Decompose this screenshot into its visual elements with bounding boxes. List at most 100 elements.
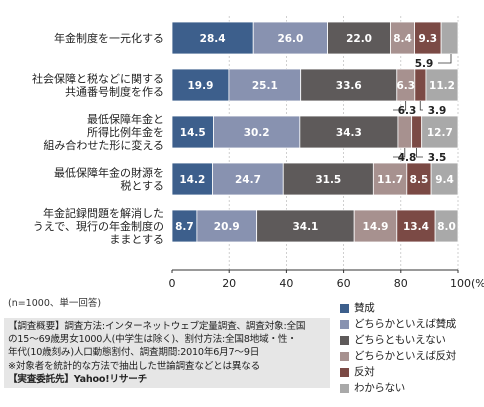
bar-segment: [256, 209, 355, 243]
data-label: 30.2: [244, 127, 270, 139]
data-label: 14.9: [363, 221, 389, 233]
callout-line: [419, 101, 423, 111]
bar-segment: [372, 162, 408, 196]
data-label: 12.7: [427, 127, 453, 139]
bar-segment: [353, 209, 398, 243]
data-label: 14.2: [179, 174, 205, 186]
stacked-bar-chart: 28.4 26.0 22.0 8.4 9.3 年金制度を一元化する 19.9 25.1 33.6…: [32, 16, 484, 290]
category-label: うえで、現行の年金制度の: [33, 219, 164, 233]
data-label: 8.5: [410, 174, 429, 186]
data-label: 8.7: [175, 221, 194, 233]
bar-segment: [213, 115, 301, 149]
legend-swatch: [340, 335, 349, 345]
legend-label: 賛成: [354, 302, 375, 314]
data-label: 13.4: [403, 221, 429, 233]
category-label: 社会保障と税などに関する: [32, 72, 164, 86]
legend-swatch: [340, 303, 349, 313]
category-label: ままとする: [109, 233, 164, 246]
notes-line-2: の15～69歳男女1000人(中学生は除く)、割付方法:全国8地域・性・: [8, 334, 297, 346]
bar-segment: [252, 21, 328, 55]
bar-segment: [397, 115, 413, 149]
bar-segment: [228, 68, 302, 102]
data-label: 11.2: [429, 80, 455, 92]
bar-segment: [299, 115, 399, 149]
notes-line-4: ※対象者を統計的な方法で抽出した世論調査などとは異なる: [8, 360, 261, 372]
legend: 賛成 どちらかといえば賛成 どちらともいえない どちらかといえば反対 反対 わからない: [340, 300, 484, 396]
data-label: 8.4: [393, 33, 412, 45]
notes-line-3: 年代(10歳刻み)人口動態割付、調査期間:2010年6月7～9日: [8, 347, 260, 359]
bar-segment: [440, 21, 459, 55]
data-label: 33.6: [336, 80, 362, 92]
bar-segment: [212, 162, 284, 196]
notes-line-1: 【調査概要】調査方法:インターネットウェブ定量調査、調査対象:全国: [8, 321, 306, 332]
bar-segment: [406, 162, 432, 196]
data-label: 8.0: [437, 221, 456, 233]
legend-item: どちらかといえば賛成: [340, 316, 484, 332]
data-label: 9.3: [419, 33, 438, 45]
data-label: 20.9: [214, 221, 240, 233]
category-label: 税とする: [120, 179, 164, 193]
callout-line: [393, 148, 406, 158]
legend-swatch: [340, 383, 349, 393]
category-label: 所得比例年金を: [87, 125, 164, 139]
data-label: 6.3: [397, 80, 416, 92]
x-tick-label: 0: [169, 277, 176, 290]
data-label: 31.5: [315, 174, 341, 186]
survey-notes: 【調査概要】調査方法:インターネットウェブ定量調査、調査対象:全国 の15～69…: [4, 318, 330, 389]
callout-line: [393, 101, 407, 111]
category-label: 最低保障年金と: [87, 112, 164, 126]
data-label: 24.7: [235, 174, 261, 186]
callout-line: [416, 148, 423, 158]
data-label: 34.3: [336, 127, 362, 139]
bar-segment: [171, 162, 214, 196]
x-tick-label: 100(%): [450, 277, 484, 290]
legend-label: わからない: [354, 382, 405, 394]
callout-label: 3.9: [428, 105, 447, 117]
x-tick-label: 80: [394, 277, 408, 290]
x-tick-label: 60: [337, 277, 351, 290]
bar-segment: [421, 115, 459, 149]
legend-label: どちらともいえない: [354, 334, 446, 346]
data-label: 25.1: [252, 80, 278, 92]
bar-segment: [414, 21, 442, 55]
bar-segment: [430, 162, 459, 196]
bar-segment: [414, 68, 427, 102]
data-label: 11.7: [377, 174, 403, 186]
category-label: 年金記録問題を解消した: [43, 206, 164, 220]
x-tick-label: 40: [279, 277, 293, 290]
bar-segment: [171, 21, 254, 55]
legend-item: どちらかといえば反対: [340, 348, 484, 364]
callout-line: [438, 54, 452, 64]
legend-swatch: [340, 367, 349, 377]
legend-label: どちらかといえば反対: [354, 350, 456, 362]
data-label: 22.0: [346, 33, 372, 45]
legend-swatch: [340, 319, 349, 329]
callout-label: 5.9: [415, 58, 434, 70]
bar-segment: [411, 115, 423, 149]
legend-item: わからない: [340, 380, 484, 396]
legend-label: どちらかといえば賛成: [354, 318, 456, 330]
data-label: 26.0: [277, 33, 303, 45]
bar-segment: [434, 209, 459, 243]
data-label: 14.5: [180, 127, 206, 139]
bar-segment: [425, 68, 459, 102]
bar-segment: [396, 209, 436, 243]
bar-segment: [300, 68, 398, 102]
x-tick-label: 20: [222, 277, 236, 290]
callout-label: 4.8: [398, 152, 417, 164]
bar-segment: [282, 162, 374, 196]
data-label: 19.9: [187, 80, 213, 92]
legend-item: どちらともいえない: [340, 332, 484, 348]
category-label: 共通番号制度を作る: [65, 85, 164, 99]
callout-label: 6.3: [398, 105, 417, 117]
legend-item: 賛成: [340, 300, 484, 316]
category-label: 年金制度を一元化する: [54, 31, 164, 45]
data-label: 28.4: [200, 33, 226, 45]
bar-segment: [196, 209, 258, 243]
bar-segment: [327, 21, 391, 55]
category-label: 最低保障年金の財源を: [54, 166, 164, 180]
data-label: 34.1: [292, 221, 318, 233]
notes-source: 【実査委託先】Yahoo!リサーチ: [8, 373, 148, 385]
category-label: 組み合わせた形に変える: [43, 138, 164, 152]
legend-swatch: [340, 351, 349, 361]
